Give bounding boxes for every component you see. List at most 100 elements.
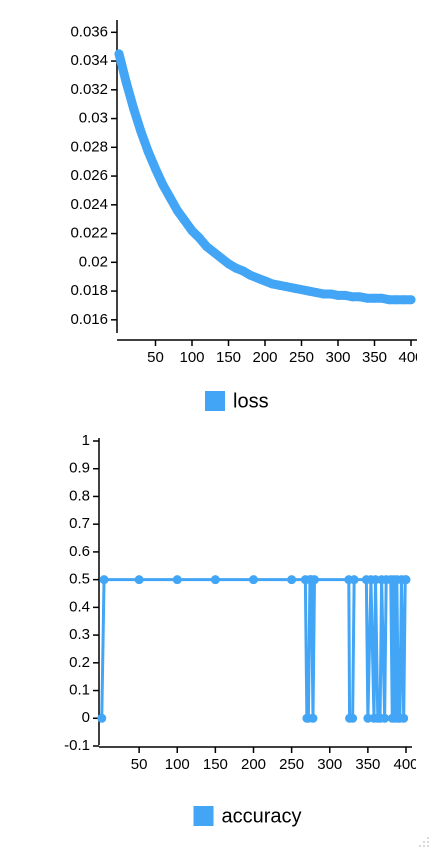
x-tick-label: 350 — [355, 756, 380, 773]
data-point — [349, 575, 359, 585]
data-point — [202, 242, 212, 251]
data-point — [194, 233, 204, 243]
data-point — [399, 295, 409, 305]
series-line — [100, 578, 408, 720]
data-point — [129, 104, 139, 113]
data-point — [143, 147, 153, 157]
y-tick-label: 0.016 — [70, 311, 108, 328]
x-tick-label: 100 — [179, 349, 204, 366]
data-point — [260, 276, 270, 286]
data-point — [406, 295, 416, 305]
data-point — [97, 713, 107, 723]
data-point — [151, 164, 160, 174]
data-point — [275, 280, 285, 290]
data-point — [355, 292, 365, 302]
data-point — [333, 290, 343, 300]
x-tick-label: 100 — [165, 756, 190, 773]
data-point — [287, 575, 297, 585]
data-point — [401, 575, 411, 585]
y-tick-label: 0.032 — [70, 81, 108, 98]
x-tick-label: 300 — [325, 349, 350, 366]
y-tick-label: -0.1 — [64, 737, 90, 754]
y-tick-label: 0.02 — [79, 253, 108, 270]
data-point — [310, 575, 319, 585]
y-tick-label: 0.6 — [69, 543, 90, 560]
x-tick-label: 300 — [317, 756, 342, 773]
data-point — [114, 49, 124, 59]
data-point — [224, 259, 233, 269]
x-tick-label: 50 — [147, 349, 164, 366]
y-tick-label: 0.024 — [70, 196, 108, 213]
data-point — [348, 292, 358, 302]
data-point — [180, 216, 190, 226]
data-point — [187, 226, 197, 236]
legend-swatch — [193, 806, 214, 826]
y-tick-label: 0.4 — [69, 598, 90, 615]
y-tick-label: 0.8 — [69, 487, 90, 504]
data-point — [158, 180, 168, 190]
data-point — [165, 193, 175, 203]
data-point — [289, 283, 299, 293]
data-point — [318, 289, 328, 299]
data-point — [267, 279, 277, 289]
data-point — [136, 127, 146, 136]
data-point — [348, 713, 358, 723]
y-tick-label: 0.1 — [69, 682, 90, 699]
data-point — [209, 247, 219, 257]
data-point — [121, 78, 131, 88]
x-tick-label: 50 — [131, 756, 148, 773]
y-tick-label: 0.022 — [70, 225, 108, 242]
series-line — [114, 49, 416, 305]
resize-grip — [419, 837, 429, 847]
data-point — [340, 290, 350, 300]
data-point — [399, 713, 409, 723]
y-tick-label: 0.018 — [70, 282, 108, 299]
x-tick-label: 250 — [289, 349, 314, 366]
data-point — [304, 286, 314, 296]
data-point — [380, 713, 390, 723]
x-tick-label: 200 — [252, 349, 277, 366]
data-point — [391, 295, 401, 305]
data-point — [282, 282, 292, 292]
y-tick-label: 0.9 — [69, 460, 90, 477]
y-tick-label: 0.2 — [69, 654, 90, 671]
data-point — [231, 263, 241, 273]
data-point — [253, 273, 263, 283]
data-point — [238, 266, 248, 276]
data-point — [172, 206, 182, 216]
legend-label: loss — [233, 390, 269, 412]
x-tick-label: 150 — [216, 349, 241, 366]
y-tick-label: 0.034 — [70, 52, 108, 69]
x-tick-label: 200 — [241, 756, 266, 773]
data-point — [326, 289, 336, 299]
y-tick-label: 0.036 — [70, 23, 108, 40]
x-tick-label: 400 — [398, 349, 423, 366]
legend-label: accuracy — [222, 805, 302, 827]
y-tick-label: 1 — [82, 432, 90, 449]
y-tick-label: 0.5 — [69, 571, 90, 588]
data-point — [308, 713, 318, 723]
x-tick-label: 150 — [203, 756, 228, 773]
y-tick-label: 0 — [82, 709, 90, 726]
y-tick-label: 0.026 — [70, 167, 108, 184]
data-point — [362, 293, 372, 303]
data-point — [99, 575, 109, 585]
data-point — [377, 293, 387, 303]
data-point — [384, 295, 394, 305]
x-tick-label: 400 — [393, 756, 418, 773]
data-point — [249, 575, 258, 585]
x-tick-label: 250 — [279, 756, 304, 773]
data-point — [245, 270, 255, 280]
data-point — [297, 285, 306, 295]
data-point — [134, 575, 144, 585]
y-tick-label: 0.028 — [70, 138, 108, 155]
y-tick-label: 0.7 — [69, 515, 90, 532]
data-point — [311, 288, 321, 297]
loss-chart: 0.016 0.018 0.02 0.022 0.024 0.026 0.028 0.03 0.… — [70, 20, 423, 412]
x-tick-label: 350 — [362, 349, 387, 366]
data-point — [172, 575, 182, 585]
y-tick-label: 0.03 — [79, 110, 108, 127]
